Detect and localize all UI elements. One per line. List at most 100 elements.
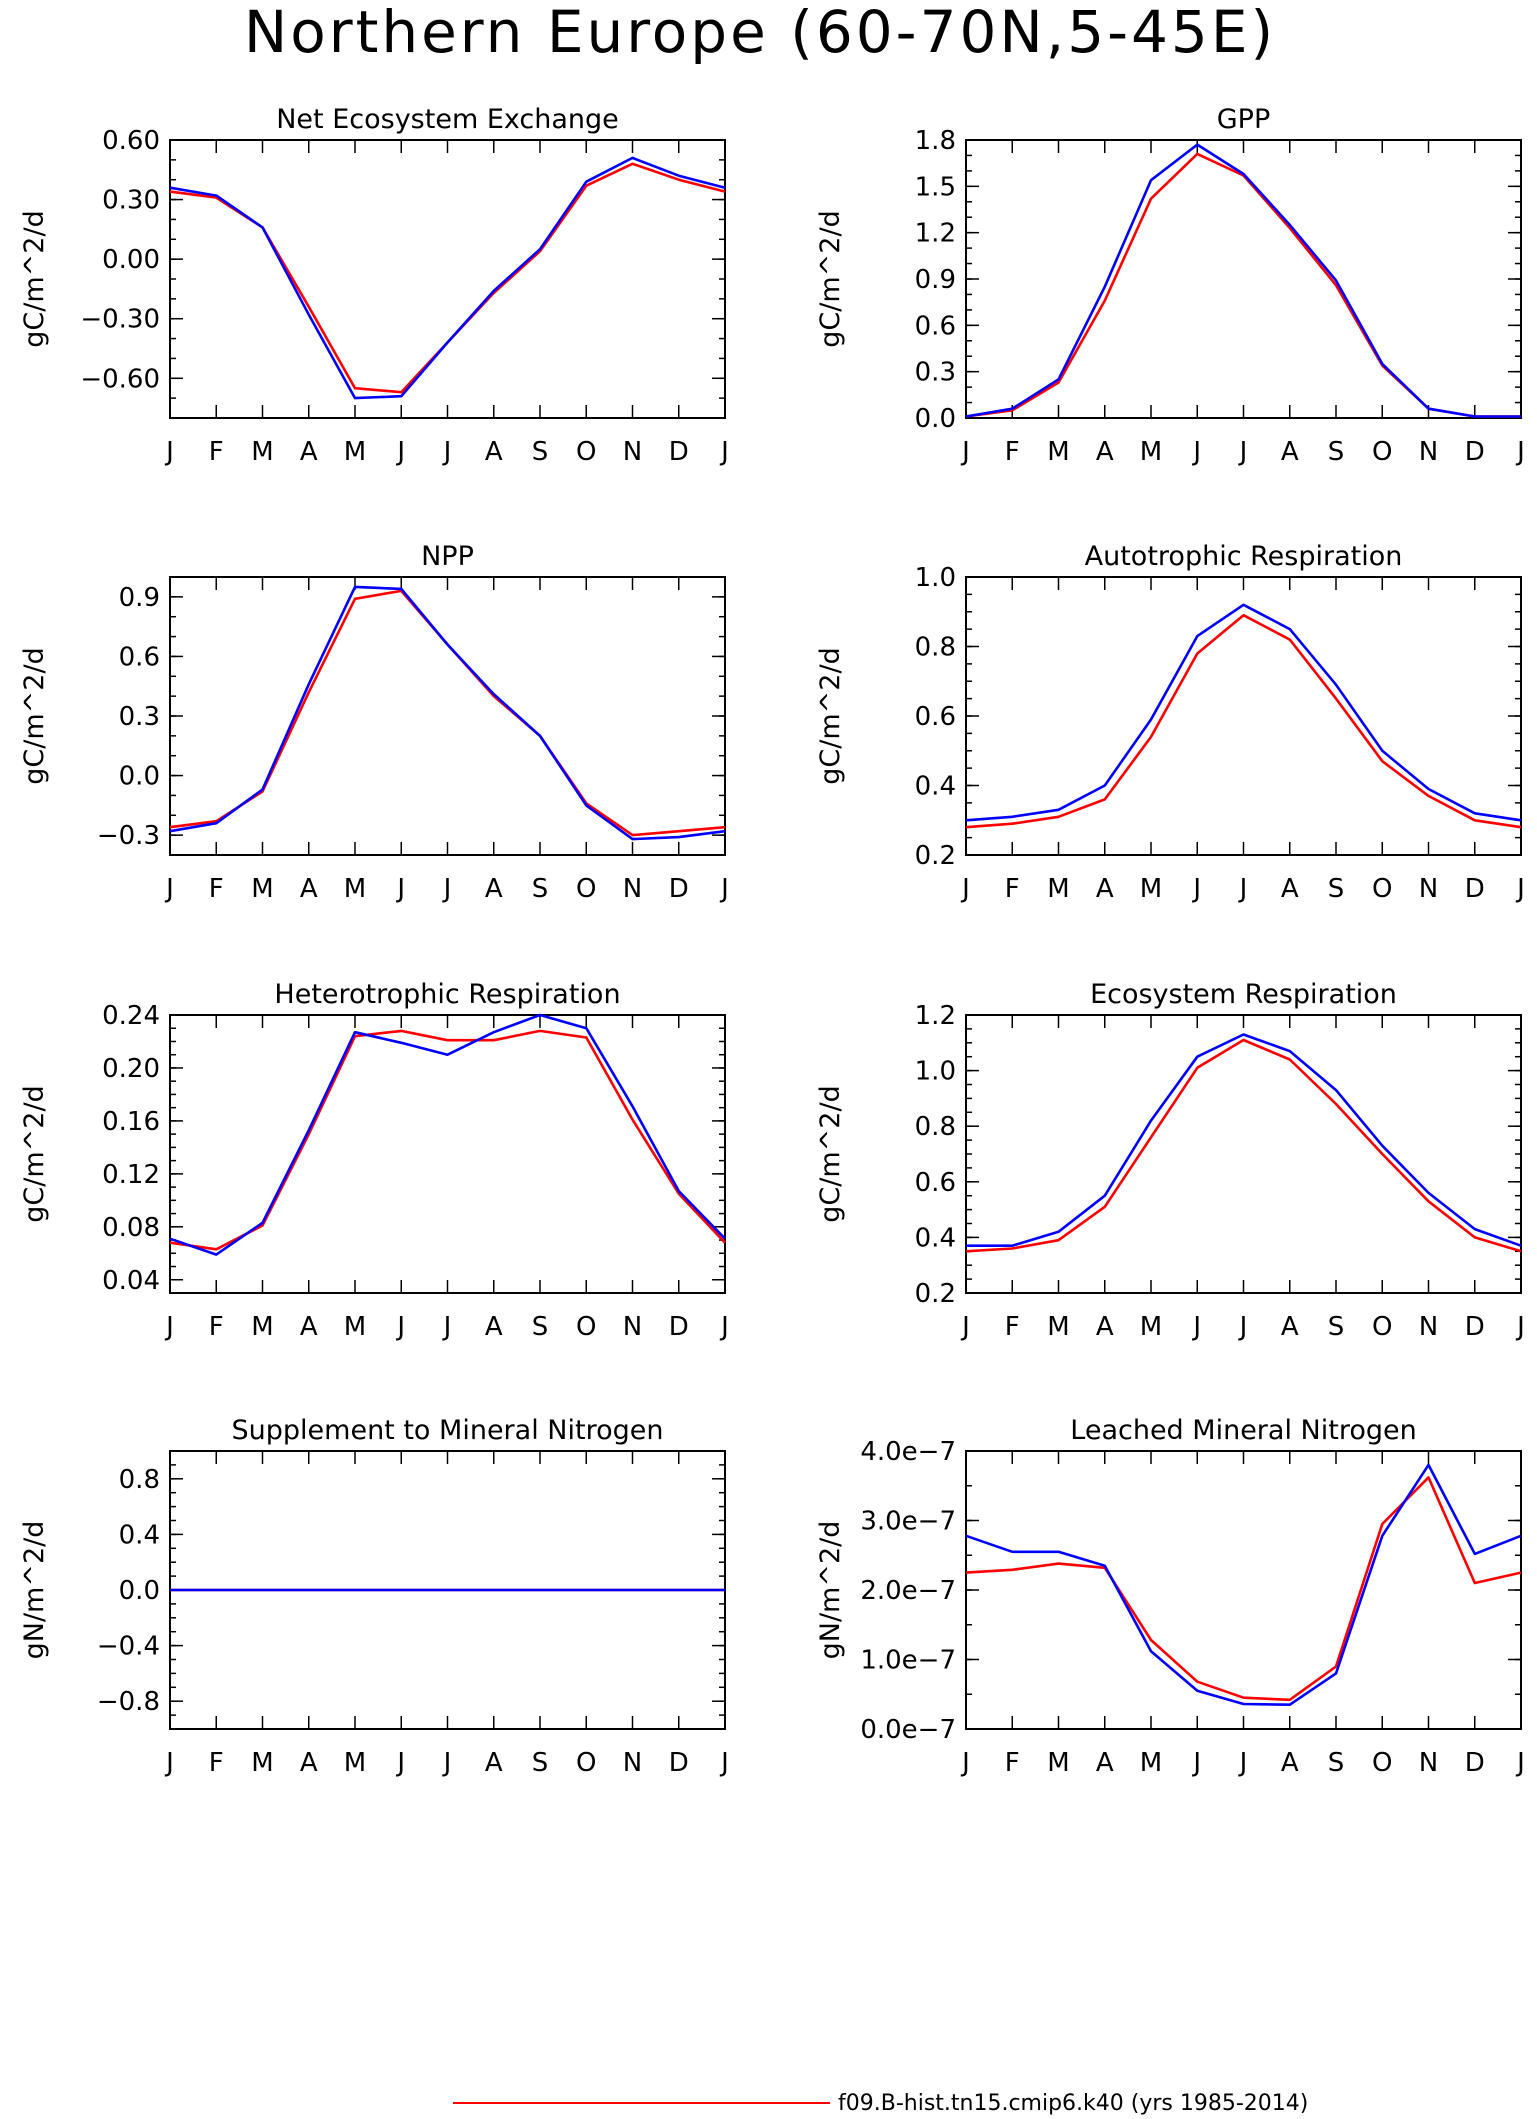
- plot-frame: [965, 1014, 1522, 1294]
- x-tick-label: J: [395, 1748, 405, 1778]
- x-tick-label: F: [1005, 874, 1020, 904]
- series-line: [965, 1038, 1522, 1253]
- x-tick-label: M: [251, 1312, 273, 1342]
- series-line: [169, 156, 726, 400]
- x-tick-label: J: [395, 874, 405, 904]
- x-tick-label: J: [395, 437, 405, 467]
- x-tick-label: O: [576, 1748, 596, 1778]
- y-tick-label: 0.3: [915, 358, 956, 388]
- x-tick-label: D: [1465, 1748, 1485, 1778]
- x-tick-label: M: [344, 874, 366, 904]
- plot-frame: [965, 139, 1522, 419]
- y-tick-label: 0.6: [915, 311, 956, 341]
- y-tick-label: 0.6: [915, 702, 956, 732]
- x-tick-label: J: [164, 1312, 174, 1342]
- y-tick-label: 1.0: [915, 563, 956, 593]
- series-line: [169, 589, 726, 837]
- y-tick-label: 1.2: [915, 219, 956, 249]
- x-tick-label: M: [1140, 874, 1162, 904]
- y-tick-label: 2.0e−7: [860, 1576, 956, 1606]
- chart-panel: Autotrophic Respiration gC/m^2/d 0.2 0.4 0.6…: [815, 541, 1525, 904]
- x-tick-label: M: [344, 437, 366, 467]
- y-tick-label: 1.0e−7: [860, 1646, 956, 1676]
- y-tick-label: 0.00: [102, 245, 160, 275]
- x-tick-label: S: [1328, 1748, 1345, 1778]
- x-tick-label: F: [1005, 437, 1020, 467]
- chart-panel: Net Ecosystem Exchange gC/m^2/d −0.60 −0.30…: [19, 104, 729, 467]
- x-tick-label: N: [623, 437, 642, 467]
- chart-panel: Ecosystem Respiration gC/m^2/d 0.2 0.4 0.6 0.…: [815, 979, 1525, 1342]
- x-tick-label: A: [300, 1312, 318, 1342]
- x-tick-label: J: [1238, 437, 1248, 467]
- plot-frame: [965, 1450, 1522, 1730]
- x-tick-label: O: [576, 874, 596, 904]
- y-tick-label: 0.0: [119, 1576, 160, 1606]
- y-tick-label: 0.0e−7: [860, 1715, 956, 1745]
- y-tick-label: −0.3: [97, 821, 160, 851]
- y-axis-label: gC/m^2/d: [815, 647, 846, 784]
- chart-panel: Heterotrophic Respiration gC/m^2/d 0.04 0.0…: [19, 979, 729, 1342]
- y-tick-label: 0.12: [102, 1160, 160, 1190]
- y-tick-label: −0.30: [80, 305, 160, 335]
- y-tick-label: 0.8: [119, 1465, 160, 1495]
- x-tick-label: A: [485, 1312, 503, 1342]
- x-tick-label: J: [960, 1312, 970, 1342]
- y-tick-label: 0.3: [119, 702, 160, 732]
- x-tick-label: F: [1005, 1748, 1020, 1778]
- x-tick-label: M: [1047, 437, 1069, 467]
- y-tick-label: 0.04: [102, 1266, 160, 1296]
- x-tick-label: A: [1096, 1312, 1114, 1342]
- y-axis-label: gC/m^2/d: [815, 1085, 846, 1222]
- y-tick-label: 0.30: [102, 186, 160, 216]
- x-tick-label: F: [209, 874, 224, 904]
- x-tick-label: A: [485, 874, 503, 904]
- x-tick-label: J: [1191, 1748, 1201, 1778]
- x-tick-label: J: [164, 437, 174, 467]
- series-line: [965, 613, 1522, 829]
- x-tick-label: D: [1465, 437, 1485, 467]
- x-tick-label: J: [960, 1748, 970, 1778]
- y-tick-label: 0.2: [915, 841, 956, 871]
- x-tick-label: N: [1419, 437, 1438, 467]
- chart-title: GPP: [1217, 104, 1271, 135]
- y-tick-label: 0.4: [915, 1223, 956, 1253]
- x-tick-label: S: [1328, 437, 1345, 467]
- plot-frame: [169, 139, 726, 419]
- y-tick-label: 1.2: [915, 1001, 956, 1031]
- y-axis-label: gC/m^2/d: [19, 1085, 50, 1222]
- x-tick-label: M: [251, 874, 273, 904]
- y-tick-label: 1.5: [915, 172, 956, 202]
- x-tick-label: S: [532, 874, 549, 904]
- x-tick-label: J: [442, 1312, 452, 1342]
- x-tick-label: D: [669, 1748, 689, 1778]
- legend-label-red: f09.B-hist.tn15.cmip6.k40 (yrs 1985-2014…: [838, 2091, 1308, 2116]
- x-tick-label: O: [1372, 1748, 1392, 1778]
- x-tick-label: A: [300, 874, 318, 904]
- y-tick-label: 0.4: [915, 772, 956, 802]
- x-tick-label: O: [576, 437, 596, 467]
- series-line: [169, 1013, 726, 1256]
- y-tick-label: 1.8: [915, 126, 956, 156]
- x-tick-label: A: [1281, 1312, 1299, 1342]
- x-tick-label: M: [251, 1748, 273, 1778]
- x-tick-label: J: [442, 874, 452, 904]
- x-tick-label: J: [719, 437, 729, 467]
- page-title: Northern Europe (60-70N,5-45E): [244, 0, 1276, 66]
- x-tick-label: J: [1191, 1312, 1201, 1342]
- x-tick-label: S: [532, 1312, 549, 1342]
- x-tick-label: M: [1140, 437, 1162, 467]
- series-line: [965, 1463, 1522, 1706]
- x-tick-label: J: [164, 874, 174, 904]
- x-tick-label: A: [1281, 437, 1299, 467]
- x-tick-label: S: [1328, 874, 1345, 904]
- x-tick-label: A: [1096, 437, 1114, 467]
- x-tick-label: J: [442, 437, 452, 467]
- legend: f09.B-hist.tn15.cmip6.k40 (yrs 1985-2014…: [453, 2091, 1308, 2116]
- y-tick-label: 0.08: [102, 1213, 160, 1243]
- x-tick-label: F: [209, 1748, 224, 1778]
- chart-title: Ecosystem Respiration: [1090, 979, 1397, 1010]
- x-tick-label: J: [1515, 437, 1525, 467]
- x-tick-label: J: [1515, 1748, 1525, 1778]
- series-line: [965, 603, 1522, 822]
